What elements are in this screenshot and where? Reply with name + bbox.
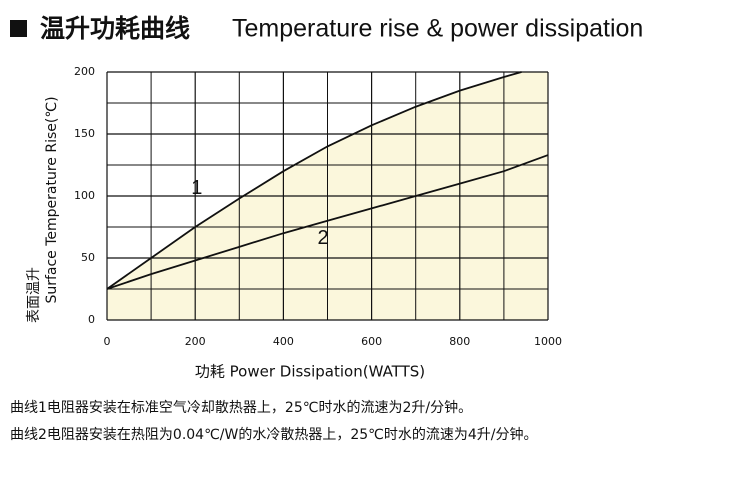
note: 曲线1电阻器安装在标准空气冷却散热器上，25℃时水的流速为2升/分钟。 (10, 400, 473, 416)
y-tick-label: 0 (88, 313, 95, 326)
series-label: 1 (191, 177, 202, 199)
chart-title: 温升功耗曲线 (40, 14, 190, 43)
x-tick-label: 1000 (534, 335, 562, 348)
x-tick-label: 600 (361, 335, 382, 348)
y-tick-label: 150 (74, 127, 95, 140)
x-tick-label: 0 (104, 335, 111, 348)
x-tick-label: 400 (273, 335, 294, 348)
series-label: 2 (318, 227, 329, 249)
y-tick-label: 100 (74, 189, 95, 202)
note: 曲线2电阻器安装在热阻为0.04℃/W的水冷散热器上，25℃时水的流速为4升/分… (10, 427, 538, 443)
line (106, 71, 522, 290)
x-tick-label: 800 (449, 335, 470, 348)
x-tick-label: 200 (185, 335, 206, 348)
y-tick-label: 200 (74, 65, 95, 78)
y-tick-label: 50 (81, 251, 95, 264)
y-axis-label: Surface Temperature Rise(℃) (44, 96, 60, 303)
title-icon (10, 20, 27, 37)
x-axis-label: 功耗 Power Dissipation(WATTS) (195, 363, 425, 381)
chart-title-en: Temperature rise & power dissipation (232, 15, 643, 43)
chart: 温升功耗曲线 Temperature rise & power dissipat… (10, 14, 643, 381)
line (106, 154, 549, 290)
y-axis-label-cn: 表面温升 (26, 267, 42, 323)
